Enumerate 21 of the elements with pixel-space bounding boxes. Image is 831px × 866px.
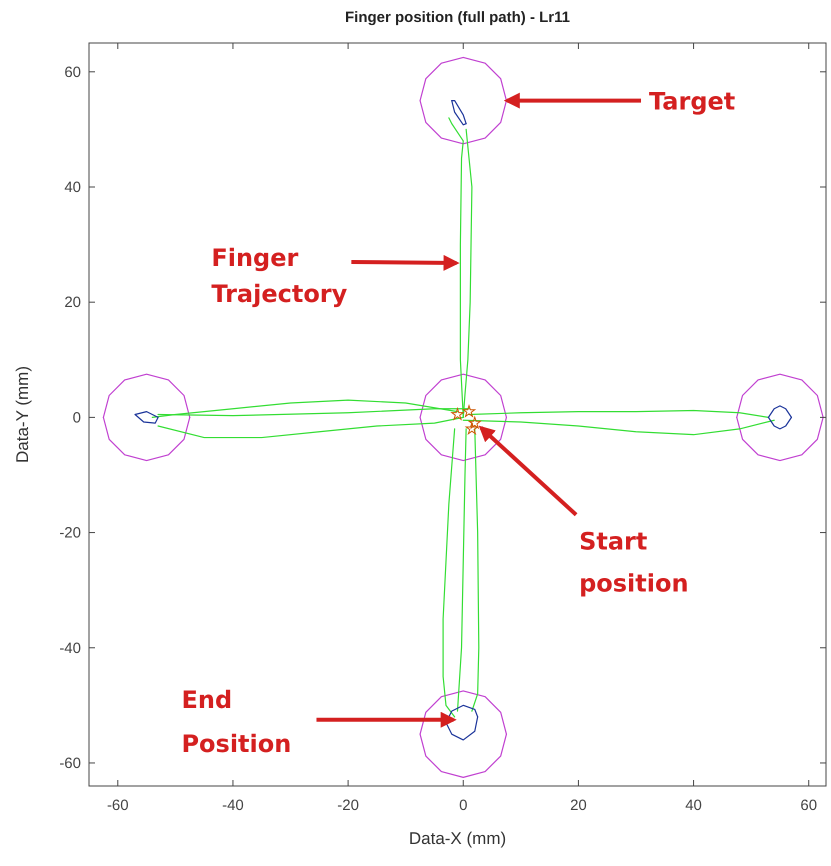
annotation: Target — [649, 88, 736, 116]
x-axis-title: Data-X (mm) — [408, 829, 506, 848]
y-tick-label: -40 — [59, 640, 81, 657]
y-tick-label: 60 — [64, 64, 81, 81]
x-tick-label: -40 — [222, 797, 244, 814]
annotation: Start position — [579, 528, 689, 598]
y-tick-label: 20 — [64, 294, 81, 312]
x-tick-label: 0 — [459, 797, 468, 814]
annotation: End Position — [181, 686, 292, 758]
x-tick-label: -60 — [106, 797, 129, 814]
annotation: Finger Trajectory — [211, 244, 348, 308]
y-tick-label: -60 — [59, 754, 81, 772]
x-tick-label: 20 — [570, 797, 587, 814]
chart-title: Finger position (full path) - Lr11 — [345, 9, 570, 26]
x-tick-label: -20 — [337, 797, 359, 814]
y-axis-title: Data-Y (mm) — [13, 366, 32, 463]
y-tick-label: -20 — [59, 524, 81, 542]
x-tick-label: 60 — [800, 797, 818, 814]
y-tick-label: 40 — [64, 178, 81, 196]
x-tick-label: 40 — [685, 797, 702, 814]
y-tick-label: 0 — [72, 409, 81, 426]
